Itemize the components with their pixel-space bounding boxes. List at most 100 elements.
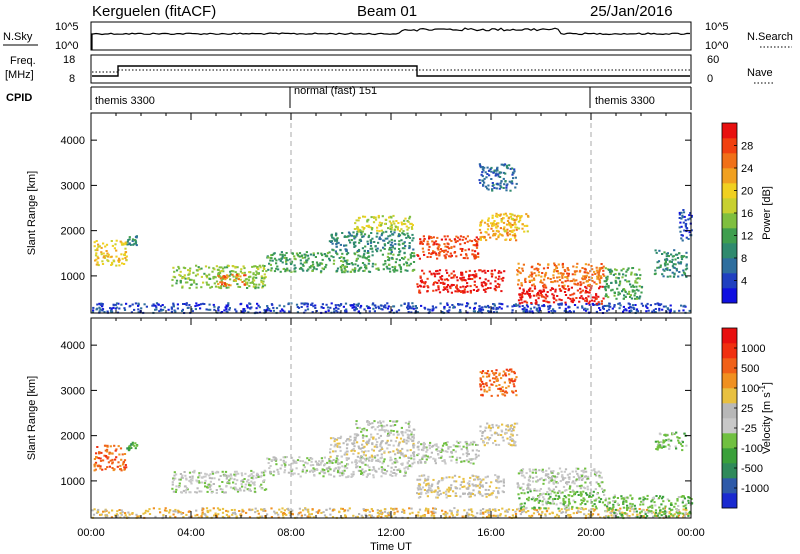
power-echo-region-9 bbox=[416, 269, 506, 294]
power-y-axis: 1000 2000 3000 4000 bbox=[61, 135, 691, 283]
freq-right-tick-top: 60 bbox=[707, 54, 719, 66]
power-panel: 1000 2000 3000 4000 Slant Range [km] 4 8 12 16… bbox=[26, 112, 773, 315]
power-colorbar-label: Power [dB] bbox=[761, 186, 773, 240]
velocity-colorbar-swatch-8 bbox=[722, 388, 737, 404]
power-colorbar-swatch-6 bbox=[722, 213, 737, 229]
velocity-colorbar-label-exp: -1 bbox=[758, 385, 767, 393]
power-colorbar: 4 8 12 16 20 24 28 bbox=[721, 122, 753, 304]
velocity-y-axis: 1000 2000 3000 4000 bbox=[61, 340, 691, 488]
power-colorbar-swatch-3 bbox=[722, 258, 737, 274]
power-ytick-label-2: 2000 bbox=[61, 226, 85, 238]
time-axis-label-5: 16:00 bbox=[477, 527, 505, 539]
velocity-colorbar-tick-label-4: 25 bbox=[741, 403, 753, 415]
beam-title: Beam 01 bbox=[357, 3, 417, 20]
velocity-echo-region-6 bbox=[329, 435, 416, 458]
power-colorbar-tick-label-7: 28 bbox=[741, 141, 753, 153]
freq-panel: Freq. [MHz] 18 8 60 0 Nave bbox=[5, 54, 774, 85]
power-echo-region-13 bbox=[478, 163, 518, 192]
power-echo-region-7 bbox=[328, 230, 415, 253]
velocity-echo-region-13 bbox=[516, 467, 606, 492]
time-axis-title: Time UT bbox=[370, 541, 412, 553]
velocity-colorbar-swatch-11 bbox=[722, 343, 737, 359]
power-colorbar-swatch-5 bbox=[722, 228, 737, 244]
noise-panel: N.Sky 10^5 10^0 10^5 10^0 N.Search bbox=[3, 21, 793, 52]
cpid-segment-2: normal (fast) 151 bbox=[294, 85, 377, 97]
power-echo-region-3 bbox=[126, 235, 138, 247]
velocity-echo-region-7 bbox=[353, 420, 416, 438]
power-ytick-label-1: 1000 bbox=[61, 271, 85, 283]
noise-right-tick-bottom: 10^0 bbox=[705, 40, 729, 52]
velocity-ytick-label-4: 4000 bbox=[61, 340, 85, 352]
cpid-segment-1: themis 3300 bbox=[95, 95, 155, 107]
power-echoes bbox=[91, 163, 693, 315]
cpid-segment-3: themis 3300 bbox=[595, 95, 655, 107]
velocity-echo-region-10 bbox=[479, 422, 519, 447]
time-axis-label-2: 04:00 bbox=[177, 527, 205, 539]
velocity-colorbar-swatch-5 bbox=[722, 433, 737, 449]
power-echo-region-14 bbox=[517, 285, 605, 305]
noise-panel-frame bbox=[90, 21, 692, 51]
velocity-colorbar-tick-label-1: 1000 bbox=[741, 343, 765, 355]
velocity-echo-region-5 bbox=[266, 456, 416, 479]
power-x-ticks bbox=[90, 113, 692, 313]
nsky-label: N.Sky bbox=[3, 31, 33, 43]
mhz-label: [MHz] bbox=[5, 69, 34, 81]
velocity-colorbar-tick-label-5: -25 bbox=[741, 423, 757, 435]
nsearch-label: N.Search bbox=[747, 31, 793, 43]
velocity-colorbar-label-close: ] bbox=[761, 382, 773, 385]
freq-left-tick-top: 18 bbox=[63, 54, 75, 66]
velocity-ytick-label-1: 1000 bbox=[61, 476, 85, 488]
velocity-ylabel: Slant Range [km] bbox=[26, 376, 38, 460]
power-ytick-label-3: 3000 bbox=[61, 180, 85, 192]
velocity-colorbar-tick-label-7: -500 bbox=[741, 463, 763, 475]
cpid-label: CPID bbox=[6, 92, 32, 104]
power-colorbar-swatch-7 bbox=[722, 198, 737, 214]
power-echo-region-17 bbox=[653, 249, 689, 278]
velocity-echo-region-15 bbox=[654, 431, 688, 452]
power-colorbar-tick-label-2: 8 bbox=[741, 253, 747, 265]
freq-left-tick-bottom: 8 bbox=[69, 73, 75, 85]
power-echo-region-5 bbox=[217, 273, 247, 287]
power-ytick-label-4: 4000 bbox=[61, 135, 85, 147]
velocity-colorbar-swatch-2 bbox=[722, 478, 737, 494]
power-colorbar-swatch-11 bbox=[722, 138, 737, 154]
velocity-echo-region-12 bbox=[517, 490, 606, 510]
power-colorbar-tick-label-6: 24 bbox=[741, 163, 753, 175]
power-echo-region-8 bbox=[353, 214, 414, 233]
power-echo-region-15 bbox=[516, 262, 606, 287]
power-colorbar-swatch-1 bbox=[722, 288, 737, 304]
velocity-colorbar-swatch-12 bbox=[722, 328, 737, 344]
time-axis-label-1: 00:00 bbox=[77, 527, 105, 539]
velocity-colorbar-swatch-3 bbox=[722, 463, 737, 479]
power-echo-region-10 bbox=[416, 235, 480, 260]
station-title: Kerguelen (fitACF) bbox=[92, 3, 216, 20]
power-colorbar-swatch-10 bbox=[722, 153, 737, 169]
freq-right-tick-bottom: 0 bbox=[707, 73, 713, 85]
power-colorbar-swatch-2 bbox=[722, 273, 737, 289]
power-colorbar-tick-label-1: 4 bbox=[741, 276, 747, 288]
velocity-echoes bbox=[91, 368, 694, 520]
noise-left-tick-bottom: 10^0 bbox=[55, 40, 79, 52]
power-colorbar-tick-label-5: 20 bbox=[741, 186, 753, 198]
noise-trace bbox=[91, 27, 691, 50]
cpid-row: CPID themis 3300 normal (fast) 151 themi… bbox=[6, 85, 692, 110]
velocity-colorbar: 1000 500 100 25 -25 -100 -500 -1000 bbox=[721, 327, 769, 509]
velocity-colorbar-swatch-4 bbox=[722, 448, 737, 464]
noise-left-tick-top: 10^5 bbox=[55, 21, 79, 33]
time-axis-label-7: 00:00 bbox=[677, 527, 705, 539]
power-ylabel: Slant Range [km] bbox=[26, 171, 38, 255]
velocity-colorbar-swatch-1 bbox=[722, 493, 737, 509]
velocity-x-ticks bbox=[90, 318, 692, 518]
power-colorbar-swatch-4 bbox=[722, 243, 737, 259]
nave-dotted-trace bbox=[92, 69, 690, 73]
velocity-colorbar-tick-label-2: 500 bbox=[741, 363, 759, 375]
velocity-colorbar-label-main: Velocity [m s bbox=[761, 392, 773, 454]
velocity-ytick-label-2: 2000 bbox=[61, 431, 85, 443]
velocity-colorbar-swatch-6 bbox=[722, 418, 737, 434]
velocity-echo-region-8 bbox=[416, 474, 505, 499]
velocity-colorbar-tick-label-8: -1000 bbox=[741, 483, 769, 495]
velocity-colorbar-frame bbox=[721, 327, 738, 509]
power-echo-region-11 bbox=[478, 217, 518, 242]
velocity-echo-region-4 bbox=[171, 469, 268, 494]
